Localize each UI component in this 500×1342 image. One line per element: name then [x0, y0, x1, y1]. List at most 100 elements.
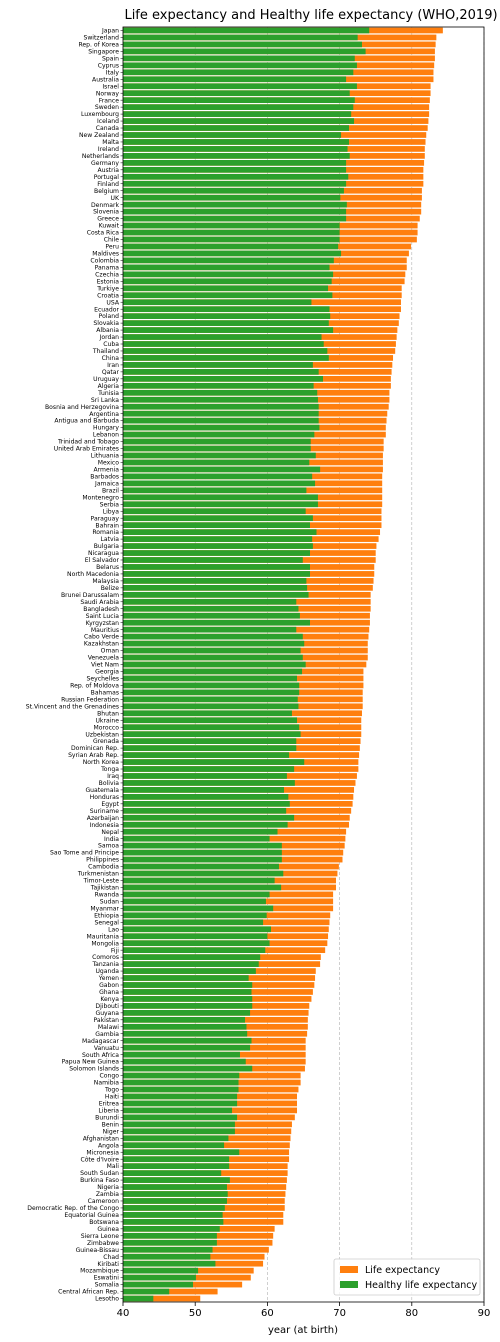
healthy-life-expectancy-bar — [123, 375, 323, 382]
x-tick-label: 90 — [478, 1308, 491, 1319]
country-label: Peru — [105, 244, 119, 251]
healthy-life-expectancy-bar — [123, 675, 298, 682]
life-expectancy-bar — [123, 1288, 218, 1295]
healthy-life-expectancy-bar — [123, 1003, 253, 1009]
healthy-life-expectancy-bar — [123, 1058, 246, 1065]
country-label: Djibouti — [95, 1003, 119, 1010]
healthy-life-expectancy-bar — [123, 626, 297, 633]
country-label: Austria — [97, 167, 119, 174]
healthy-life-expectancy-bar — [123, 717, 298, 724]
country-label: Cabo Verde — [84, 634, 119, 641]
country-label: Bosnia and Herzegovina — [45, 404, 119, 411]
healthy-life-expectancy-bar — [123, 571, 310, 577]
country-label: Pakistan — [93, 1017, 119, 1024]
healthy-life-expectancy-bar — [123, 1198, 227, 1204]
country-label: St.Vincent and the Grenadines — [26, 703, 119, 710]
country-label: Barbados — [90, 473, 119, 480]
plot-frame — [122, 26, 485, 1303]
country-label: Mauritania — [87, 933, 120, 940]
country-label: Lesotho — [95, 1296, 119, 1303]
country-label: Albania — [96, 327, 119, 334]
country-label: Nepal — [101, 829, 119, 836]
healthy-life-expectancy-bar — [123, 619, 310, 626]
healthy-life-expectancy-bar — [123, 208, 347, 215]
healthy-life-expectancy-bar — [123, 334, 322, 340]
healthy-life-expectancy-bar — [123, 1107, 233, 1114]
country-label: Serbia — [100, 501, 120, 508]
healthy-life-expectancy-bar — [123, 243, 339, 250]
healthy-life-expectancy-bar — [123, 431, 315, 438]
healthy-life-expectancy-bar — [123, 1170, 222, 1176]
healthy-life-expectancy-bar — [123, 828, 278, 835]
healthy-life-expectancy-bars — [123, 27, 370, 1302]
country-label: Paraguay — [91, 515, 120, 522]
healthy-life-expectancy-bar — [123, 654, 303, 661]
healthy-life-expectancy-bar — [123, 605, 299, 612]
healthy-life-expectancy-bar — [123, 494, 318, 501]
country-label: Côte d'Ivoire — [80, 1155, 119, 1163]
country-label: Syrian Arab Rep. — [68, 752, 119, 759]
country-label: Finland — [97, 181, 119, 188]
country-label: Mauritius — [91, 627, 119, 634]
healthy-life-expectancy-bar — [123, 1114, 238, 1121]
country-label: Armenia — [93, 467, 119, 474]
healthy-life-expectancy-bar — [123, 83, 357, 90]
healthy-life-expectancy-bar — [123, 898, 266, 905]
country-label: Panama — [95, 264, 120, 271]
healthy-life-expectancy-bar — [123, 891, 270, 898]
country-label: Malaysia — [92, 578, 119, 585]
country-label: Madagascar — [82, 1038, 119, 1045]
healthy-life-expectancy-bar — [123, 125, 349, 131]
country-label: France — [99, 97, 120, 104]
healthy-life-expectancy-bar — [123, 529, 317, 535]
country-label: Uganda — [95, 968, 119, 975]
country-label: Thailand — [92, 348, 119, 355]
country-label: Kenya — [100, 996, 119, 1003]
country-label: Kazakhstan — [84, 641, 119, 648]
country-label: Afghanistan — [83, 1135, 119, 1142]
healthy-life-expectancy-bar — [123, 320, 329, 326]
country-label: Ghana — [99, 989, 119, 996]
healthy-life-expectancy-bar — [123, 940, 270, 947]
healthy-life-expectancy-bar — [123, 975, 249, 981]
country-label: India — [104, 836, 119, 843]
country-label: Ethiopia — [94, 912, 119, 919]
healthy-life-expectancy-bar — [123, 814, 295, 821]
healthy-life-expectancy-bar — [123, 550, 310, 556]
healthy-life-expectancy-bar — [123, 752, 290, 758]
country-label: Sweden — [95, 104, 119, 111]
country-label: Nicaragua — [88, 550, 119, 557]
country-label: Fiji — [111, 947, 119, 954]
healthy-life-expectancy-bar — [123, 849, 282, 856]
country-label: Malawi — [98, 1024, 119, 1031]
country-label: Romania — [92, 529, 119, 536]
country-label: Somalia — [95, 1282, 120, 1289]
healthy-life-expectancy-bar — [123, 1016, 246, 1023]
country-label: Philippines — [86, 857, 119, 864]
country-label: Bulgaria — [94, 543, 120, 550]
country-label: Kiribati — [97, 1261, 119, 1268]
healthy-life-expectancy-bar — [123, 466, 321, 473]
country-label: Oman — [101, 648, 119, 655]
country-label: Tonga — [100, 766, 119, 773]
healthy-life-expectancy-bar — [123, 1051, 240, 1058]
country-label: Azerbaijan — [87, 815, 119, 822]
country-label: Luxembourg — [81, 111, 119, 118]
healthy-life-expectancy-bar — [123, 487, 307, 494]
legend: Life expectancy Healthy life expectancy — [333, 1258, 481, 1296]
legend-label-healthy-life-expectancy: Healthy life expectancy — [365, 1280, 478, 1291]
healthy-life-expectancy-bar — [123, 870, 284, 877]
country-label: Viet Nam — [91, 662, 119, 669]
country-label: Algeria — [98, 383, 120, 390]
country-label: Burkina Faso — [80, 1177, 119, 1184]
country-label: Rep. of Moldova — [70, 683, 119, 690]
country-label: Singapore — [88, 48, 119, 55]
country-label: Eritrea — [99, 1101, 120, 1108]
country-label: Sao Tome and Principe — [50, 850, 119, 857]
chart-title: Life expectancy and Healthy life expecta… — [124, 8, 497, 23]
country-label: Jamaica — [94, 480, 119, 487]
healthy-life-expectancy-bar — [123, 508, 306, 515]
country-label: Saint Lucia — [86, 613, 120, 620]
country-label: Ukraine — [95, 717, 119, 724]
